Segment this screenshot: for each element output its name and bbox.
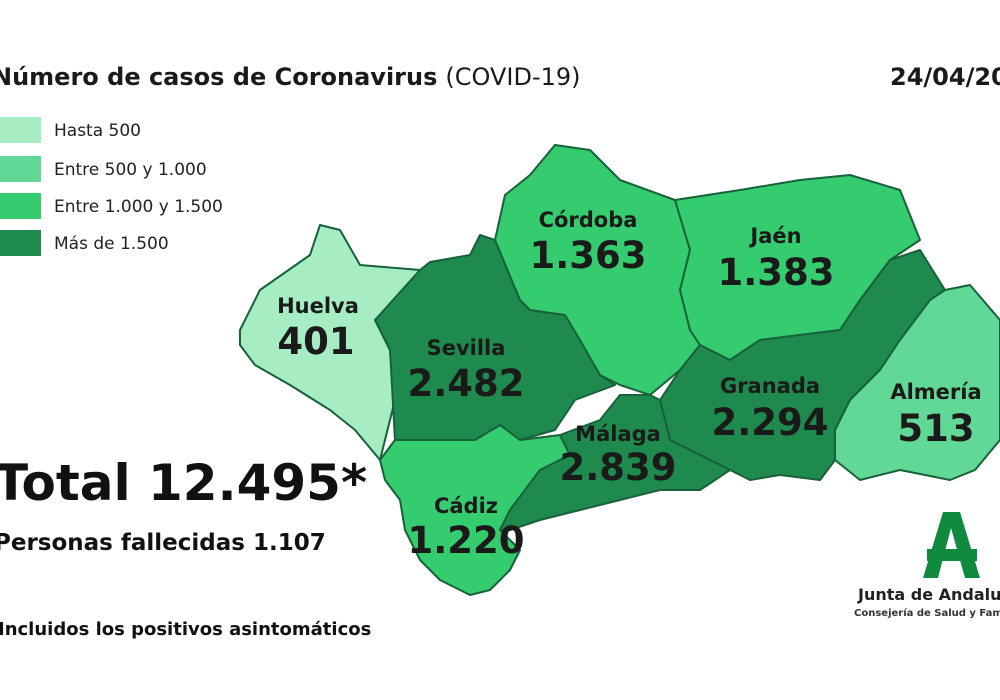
legend-swatch [0,156,41,182]
province-name: Granada [720,374,820,398]
legend-swatch [0,193,41,219]
legend-label: Más de 1.500 [54,234,169,254]
date: 24/04/2020 [890,63,1000,91]
province-name: Huelva [277,294,359,318]
province-cases: 513 [897,407,974,450]
province-cases: 2.482 [407,362,524,405]
logo-name: Junta de Andalucía [857,585,1000,604]
province-cases: 1.363 [529,234,646,277]
legend-swatch [0,117,41,143]
map: Huelva 401 Sevilla 2.482 Córdoba 1.363 J… [239,144,1000,596]
province-name: Cádiz [434,494,498,518]
legend-label: Entre 500 y 1.000 [54,160,207,180]
province-name: Sevilla [427,336,506,360]
logo-bar [927,549,977,561]
province-cases: 401 [277,320,354,363]
deaths: Personas fallecidas 1.107 [0,530,326,556]
logo-mark [923,512,980,578]
province-name: Jaén [748,224,801,248]
legend-label: Entre 1.000 y 1.500 [54,197,223,217]
legend-swatch [0,230,41,256]
province-cases: 2.294 [711,401,828,444]
province-cases: 2.839 [559,446,676,489]
province-almeria [834,284,1000,481]
legend: Hasta 500 Entre 500 y 1.000 Entre 1.000 … [0,117,223,256]
footnote: Incluidos los positivos asintomáticos [0,619,371,640]
title-main: Número de casos de Coronavirus [0,63,437,91]
logo-department: Consejería de Salud y Familias [854,607,1000,619]
province-malaga [499,394,731,531]
title: Número de casos de Coronavirus (COVID-19) [0,63,581,91]
title-note: (COVID-19) [445,63,580,91]
total: Total 12.495* [0,454,367,512]
province-cases: 1.220 [407,519,524,562]
legend-label: Hasta 500 [54,121,141,141]
province-name: Almería [890,380,981,404]
logo: Junta de Andalucía Consejería de Salud y… [854,512,1000,619]
province-name: Córdoba [539,208,638,232]
province-cases: 1.383 [717,251,834,294]
province-name: Málaga [575,422,661,446]
